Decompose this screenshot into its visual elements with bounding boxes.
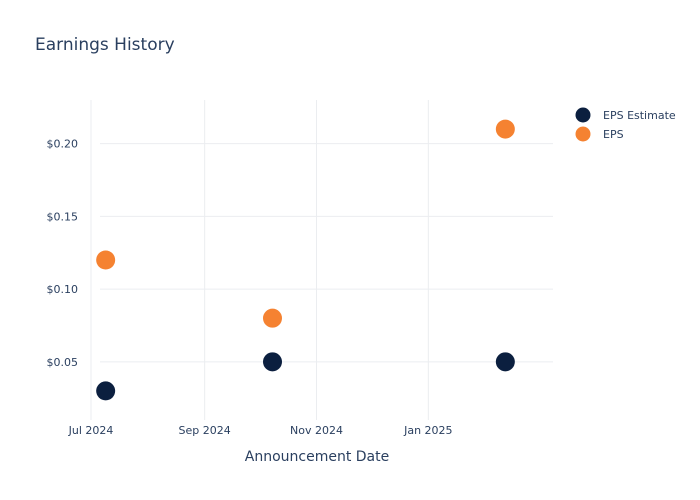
eps-point[interactable] <box>263 308 282 328</box>
legend-marker <box>575 126 591 142</box>
legend-marker <box>575 107 591 123</box>
eps-point[interactable] <box>96 250 116 270</box>
eps-estimate-point[interactable] <box>263 352 282 372</box>
chart-title: Earnings History <box>35 35 175 55</box>
x-tick-label: Jul 2024 <box>68 424 114 437</box>
legend-label: EPS <box>603 128 624 141</box>
eps-estimate-point[interactable] <box>96 381 116 401</box>
y-tick-label: $0.20 <box>47 138 79 151</box>
x-tick-label: Jan 2025 <box>403 424 452 437</box>
x-axis-title: Announcement Date <box>245 449 389 465</box>
legend[interactable]: EPS Estimate EPS <box>575 107 676 142</box>
legend-item[interactable]: EPS <box>575 126 624 142</box>
tick-layer: Jul 2024 Sep 2024 Nov 2024 Jan 2025 $0.05 $0.… <box>47 138 453 437</box>
legend-label: EPS Estimate <box>603 109 676 122</box>
grid-layer <box>90 100 553 420</box>
legend-item[interactable]: EPS Estimate <box>575 107 676 123</box>
eps-point[interactable] <box>495 119 515 139</box>
y-tick-label: $0.15 <box>47 210 79 223</box>
x-tick-label: Sep 2024 <box>179 424 231 437</box>
x-tick-label: Nov 2024 <box>290 424 343 437</box>
eps-estimate-point[interactable] <box>495 352 515 372</box>
points-layer <box>96 119 515 401</box>
y-tick-label: $0.05 <box>47 356 79 369</box>
y-tick-label: $0.10 <box>47 283 79 296</box>
